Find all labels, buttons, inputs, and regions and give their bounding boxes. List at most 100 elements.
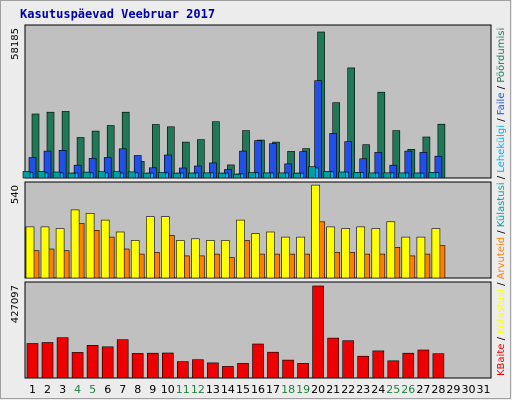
x-tick-label-30: 30 [462,383,476,396]
legend-item-külastusi: Külastusi [496,182,507,227]
bar-külastusi-day-22 [338,171,347,179]
bar-külastusi-day-2 [40,226,50,279]
bar-külastusi-day-26 [401,236,411,279]
legend-separator: / [496,279,507,289]
x-tick-label-1: 1 [29,383,36,396]
bar-kbaite-day-15 [237,363,249,379]
legend-separator: / [496,334,507,344]
bar-külastusi-day-28 [431,228,441,279]
bar-külastusi-day-8 [127,171,136,179]
x-tick-label-23: 23 [356,383,370,396]
bar-kbaite-day-8 [131,353,144,379]
bar-külastusi-day-6 [100,219,110,279]
bar-kbaite-day-12 [192,359,204,379]
bar-külastusi-day-7 [112,171,121,179]
x-tick-label-22: 22 [341,383,355,396]
bar-külastusi-day-10 [158,172,166,179]
bar-külastusi-day-5 [82,171,91,179]
x-tick-label-13: 13 [206,383,220,396]
legend-item-arvuteid: Arvuteid [496,237,507,279]
x-tick-label-20: 20 [311,383,325,396]
x-tick-label-7: 7 [119,383,126,396]
bar-külastusi-day-19 [293,172,301,179]
bar-külastusi-day-1 [22,171,31,179]
bar-kbaite-day-24 [372,350,385,379]
x-tick-label-14: 14 [221,383,235,396]
bar-külastusi-day-20 [311,184,320,279]
bar-külastusi-day-24 [371,228,381,279]
x-tick-label-24: 24 [371,383,385,396]
bar-külastusi-day-22 [341,228,351,279]
bar-kbaite-day-6 [101,346,114,379]
legend-item-faile: Faile [496,93,507,116]
x-tick-label-10: 10 [161,383,175,396]
legend-item-kbaite: KBaite [496,344,507,376]
bar-külastusi-day-4 [70,209,80,279]
x-tick-label-4: 4 [74,383,81,396]
bar-kbaite-day-4 [71,352,84,379]
bar-külastusi-day-7 [115,231,125,279]
bar-kbaite-day-28 [432,353,445,379]
bar-külastusi-day-23 [356,226,366,279]
legend-text: KBaite / Külastusi / Arvuteid / Külastus… [496,28,507,376]
bar-kbaite-day-14 [222,366,234,379]
bar-kbaite-day-5 [86,344,99,379]
bar-kbaite-day-17 [267,351,279,379]
bar-külastusi-day-18 [281,236,290,279]
legend-item-lehekülgi: Lehekülgi [496,125,507,173]
bar-külastusi-day-21 [326,226,336,279]
bar-külastusi-day-11 [176,240,185,279]
x-tick-label-15: 15 [236,383,250,396]
bar-kbaite-day-23 [357,355,370,379]
bar-kbaite-day-7 [116,339,129,379]
bar-külastusi-day-3 [55,228,65,279]
bar-külastusi-day-18 [278,172,286,179]
bar-külastusi-day-1 [25,226,35,279]
bar-kbaite-day-18 [282,359,294,379]
panel-max-label: 540 [10,185,21,204]
bar-külastusi-day-20 [308,166,316,179]
bar-kbaite-day-25 [387,360,400,379]
bar-külastusi-day-10 [161,216,170,279]
bar-kbaite-day-11 [177,361,189,379]
bar-külastusi-day-8 [130,240,140,279]
x-tick-label-11: 11 [176,383,190,396]
x-tick-label-17: 17 [266,383,280,396]
legend: KBaite / Külastusi / Arvuteid / Külastus… [496,28,507,376]
x-tick-label-28: 28 [431,383,445,396]
bar-külastusi-day-4 [67,172,76,179]
bar-kbaite-day-9 [147,352,159,379]
x-tick-label-31: 31 [477,383,491,396]
bar-külastusi-day-25 [383,172,392,179]
x-axis-labels: 1 2 3 4 5 6 7 8 9 10 11 12 13 14 15 16 17 18 19 20 21 22 23 24 2… [29,383,491,396]
bar-kbaite-day-19 [297,363,309,379]
x-tick-label-26: 26 [401,383,415,396]
bar-külastusi-day-13 [203,172,211,179]
legend-separator: / [496,115,507,125]
bar-külastusi-day-12 [191,238,200,279]
panel-max-label: 427097 [10,285,21,323]
chart-panels: 58185 540 427097 [10,24,492,379]
x-tick-label-19: 19 [296,383,310,396]
bar-kbaite-day-2 [41,342,54,379]
bar-külastusi-day-9 [143,172,151,179]
bar-kbaite-day-20 [312,285,324,379]
x-tick-label-8: 8 [134,383,141,396]
x-tick-label-2: 2 [44,383,51,396]
bar-külastusi-day-27 [416,236,426,279]
bar-külastusi-day-5 [85,213,95,279]
bar-kbaite-day-22 [342,340,355,379]
bar-kbaite-day-16 [252,343,264,379]
bar-külastusi-day-17 [263,172,271,179]
bar-kbaite-day-21 [327,337,340,379]
bar-külastusi-day-25 [386,221,396,279]
bar-kbaite-day-26 [402,352,415,379]
bar-kbaite-day-27 [417,349,430,379]
x-tick-label-25: 25 [386,383,400,396]
x-tick-label-29: 29 [446,383,460,396]
bar-külastusi-day-27 [413,172,422,179]
panel-max-label: 58185 [10,28,21,60]
bar-külastusi-day-15 [233,173,241,179]
bar-külastusi-day-12 [188,172,196,179]
